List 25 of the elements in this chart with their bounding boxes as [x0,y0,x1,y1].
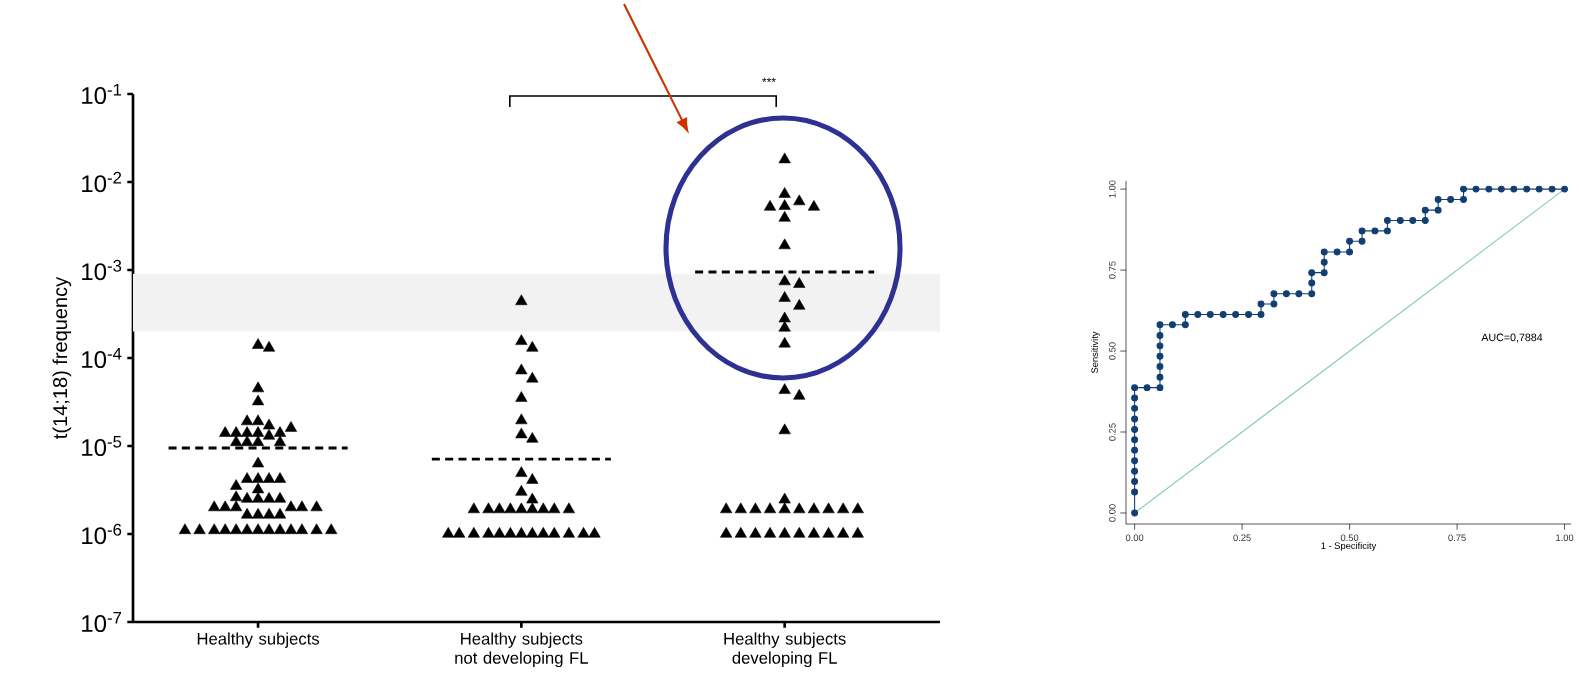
y-tick-label: 0.25 [1109,423,1116,441]
x-tick-label: 0.25 [1233,534,1251,541]
y-tick-label: 1.00 [1109,180,1116,198]
x-axis-title: 1 - Specificity [1321,542,1377,551]
x-tick-label: 1.00 [1556,534,1574,541]
y-axis-title: t(14;18) frequency [52,276,72,439]
x-tick-label: 0.75 [1448,534,1466,541]
x-tick-label: Healthy subjects not developing FL [455,632,588,668]
annotation: AUC=0,7884 [1481,333,1543,343]
x-tick-label: Healthy subjects developing FL [724,632,846,668]
x-tick-label: 0.00 [1125,534,1144,541]
y-tick-label: 10$^{-6}$ [82,523,122,545]
y-tick-label: 10$^{-3}$ [82,259,122,281]
y-tick-label: 0.75 [1109,261,1116,279]
x-tick-label: 0.50 [1340,534,1359,541]
y-tick-label: 10$^{-2}$ [82,171,122,193]
y-tick-label: 10$^{-7}$ [82,611,122,633]
y-tick-label: 0.50 [1109,342,1116,360]
y-tick-label: 10$^{-1}$ [82,83,122,105]
x-tick-label: Healthy subjects [197,632,320,648]
y-tick-label: 0.00 [1109,504,1116,522]
y-tick-label: 10$^{-5}$ [82,435,122,457]
y-axis-title: Sensitivity [1091,331,1100,374]
text: *** [762,77,776,83]
y-tick-label: 10$^{-4}$ [82,347,122,369]
